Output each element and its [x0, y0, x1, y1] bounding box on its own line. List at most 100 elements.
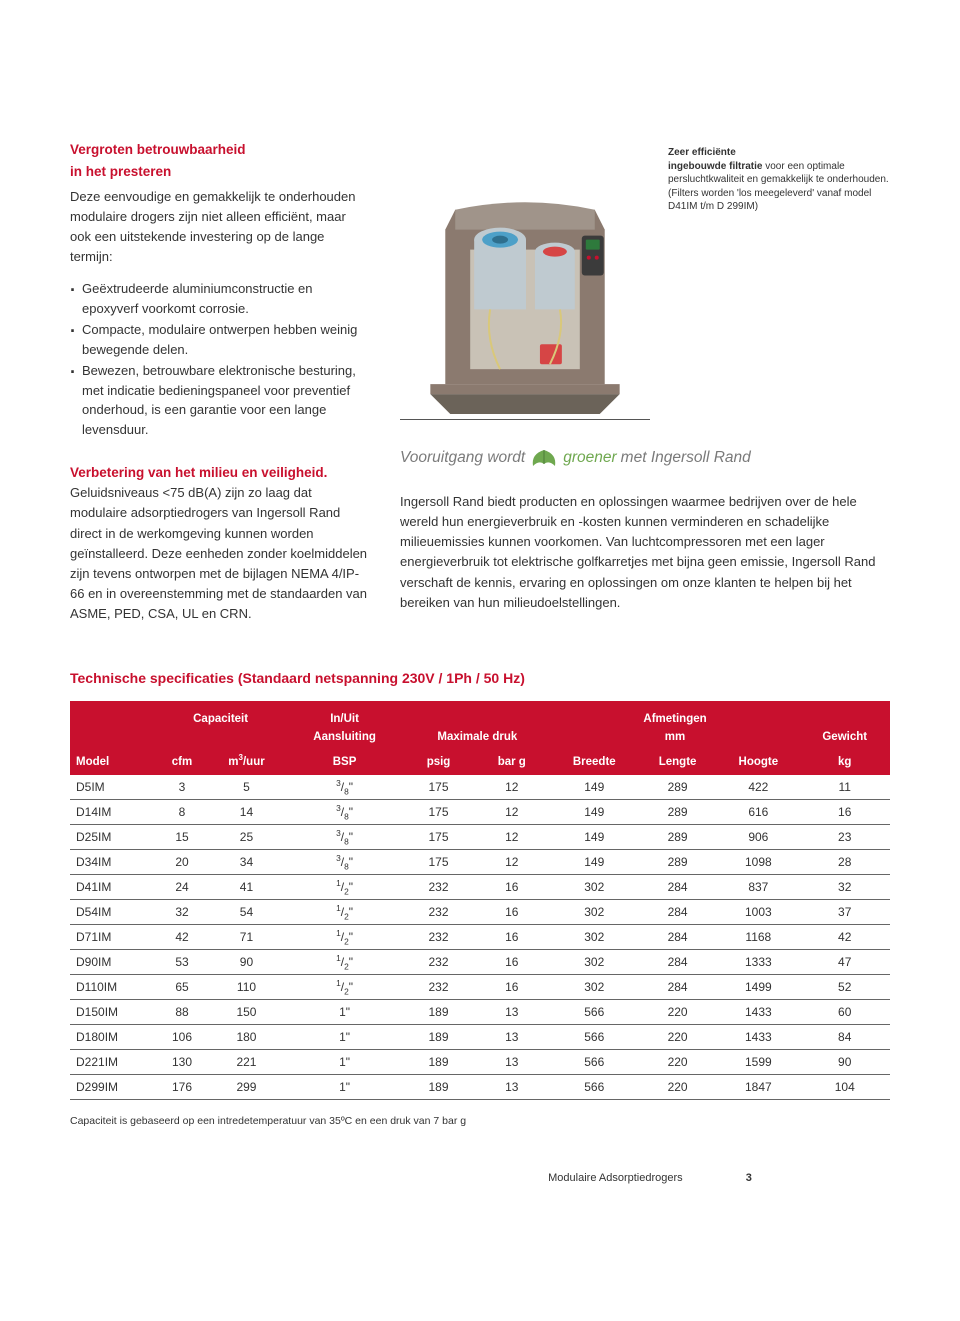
left-column: Vergroten betrouwbaarheid in het prester…: [70, 140, 370, 624]
cell-psig: 232: [404, 875, 473, 900]
cell-model: D110IM: [70, 975, 156, 1000]
cell-hoogte: 1168: [717, 925, 799, 950]
cell-psig: 189: [404, 1050, 473, 1075]
table-row: D110IM651101/2"23216302284149952: [70, 975, 890, 1000]
cell-cfm: 8: [156, 800, 208, 825]
product-cutaway-svg: [400, 140, 650, 419]
cell-kg: 104: [799, 1075, 890, 1100]
table-row: D25IM15253/8"1751214928990623: [70, 825, 890, 850]
cell-breedte: 302: [551, 950, 638, 975]
cell-breedte: 566: [551, 1000, 638, 1025]
col-weight: Gewicht: [799, 701, 890, 750]
cell-kg: 52: [799, 975, 890, 1000]
table-row: D221IM1302211"18913566220159990: [70, 1050, 890, 1075]
cell-lengte: 289: [638, 825, 717, 850]
leaf-icon: [529, 446, 559, 470]
table-row: D150IM881501"18913566220143360: [70, 1000, 890, 1025]
cell-cfm: 3: [156, 775, 208, 800]
cell-m3: 25: [208, 825, 285, 850]
green-tagline: Vooruitgang wordt groener met Ingersoll …: [400, 446, 890, 470]
cell-lengte: 284: [638, 950, 717, 975]
tagline-green: groener: [563, 446, 616, 469]
col-breedte: Breedte: [551, 750, 638, 775]
col-inout-2: Aansluiting: [313, 731, 376, 743]
m3-post: /uur: [243, 756, 265, 768]
page-number: 3: [746, 1170, 752, 1187]
cell-model: D14IM: [70, 800, 156, 825]
cell-model: D299IM: [70, 1075, 156, 1100]
cell-kg: 28: [799, 850, 890, 875]
cell-hoogte: 1847: [717, 1075, 799, 1100]
intro-paragraph: Deze eenvoudige en gemakkelijk te onderh…: [70, 187, 370, 268]
cell-kg: 47: [799, 950, 890, 975]
table-row: D299IM1762991"189135662201847104: [70, 1075, 890, 1100]
bullet-list: Geëxtrudeerde aluminiumconstructie en ep…: [70, 279, 370, 439]
cell-hoogte: 1333: [717, 950, 799, 975]
cell-m3: 34: [208, 850, 285, 875]
table-row: D54IM32541/2"23216302284100337: [70, 900, 890, 925]
cell-kg: 84: [799, 1025, 890, 1050]
footer-text: Modulaire Adsorptiedrogers: [548, 1172, 683, 1184]
cell-cfm: 32: [156, 900, 208, 925]
col-model: Model: [70, 701, 156, 775]
col-m3uur: m3/uur: [208, 750, 285, 775]
cell-hoogte: 1098: [717, 850, 799, 875]
cell-psig: 175: [404, 850, 473, 875]
spec-table: Model Capaciteit In/Uit Aansluiting Maxi…: [70, 701, 890, 1100]
cell-m3: 90: [208, 950, 285, 975]
cell-psig: 232: [404, 925, 473, 950]
cell-bar: 12: [473, 825, 551, 850]
cell-bar: 13: [473, 1025, 551, 1050]
cell-lengte: 220: [638, 1025, 717, 1050]
caption-bold-1: Zeer efficiënte: [668, 147, 736, 158]
figure-row: Zeer efficiënte ingebouwde filtratie voo…: [400, 140, 890, 420]
spec-footnote: Capaciteit is gebaseerd op een intredete…: [70, 1114, 890, 1130]
table-row: D90IM53901/2"23216302284133347: [70, 950, 890, 975]
cell-psig: 232: [404, 975, 473, 1000]
cell-bar: 13: [473, 1050, 551, 1075]
cell-lengte: 284: [638, 925, 717, 950]
cell-kg: 90: [799, 1050, 890, 1075]
cell-hoogte: 616: [717, 800, 799, 825]
table-row: D14IM8143/8"1751214928961616: [70, 800, 890, 825]
cell-model: D71IM: [70, 925, 156, 950]
cell-breedte: 149: [551, 800, 638, 825]
cell-bar: 16: [473, 875, 551, 900]
cell-hoogte: 1433: [717, 1000, 799, 1025]
cell-bar: 13: [473, 1000, 551, 1025]
cell-model: D221IM: [70, 1050, 156, 1075]
cell-m3: 54: [208, 900, 285, 925]
cell-m3: 150: [208, 1000, 285, 1025]
cell-bar: 16: [473, 900, 551, 925]
heading-reliability-2: in het presteren: [70, 162, 370, 182]
bullet-text: Compacte, modulaire ontwerpen hebben wei…: [82, 322, 357, 357]
cell-conn: 1": [285, 1050, 404, 1075]
cell-lengte: 220: [638, 1050, 717, 1075]
cell-psig: 175: [404, 800, 473, 825]
cell-model: D34IM: [70, 850, 156, 875]
cell-kg: 32: [799, 875, 890, 900]
cell-breedte: 149: [551, 825, 638, 850]
bullet-text: Geëxtrudeerde aluminiumconstructie en ep…: [82, 281, 313, 316]
cell-hoogte: 906: [717, 825, 799, 850]
col-psig: psig: [404, 750, 473, 775]
cell-cfm: 130: [156, 1050, 208, 1075]
cell-lengte: 220: [638, 1000, 717, 1025]
caption-bold-2: ingebouwde filtratie: [668, 161, 762, 172]
cell-psig: 189: [404, 1000, 473, 1025]
table-row: D41IM24411/2"2321630228483732: [70, 875, 890, 900]
cell-lengte: 289: [638, 850, 717, 875]
cell-cfm: 42: [156, 925, 208, 950]
cell-bar: 16: [473, 925, 551, 950]
cell-breedte: 566: [551, 1050, 638, 1075]
cell-bar: 13: [473, 1075, 551, 1100]
cell-model: D54IM: [70, 900, 156, 925]
section-environment: Verbetering van het milieu en veiligheid…: [70, 463, 370, 624]
m3-pre: m: [228, 756, 238, 768]
product-cutaway-illustration: [400, 140, 650, 420]
table-row: D71IM42711/2"23216302284116842: [70, 925, 890, 950]
cell-m3: 180: [208, 1025, 285, 1050]
cell-conn: 1/2": [285, 875, 404, 900]
environment-statement: Ingersoll Rand biedt producten en oploss…: [400, 492, 890, 613]
cell-kg: 11: [799, 775, 890, 800]
